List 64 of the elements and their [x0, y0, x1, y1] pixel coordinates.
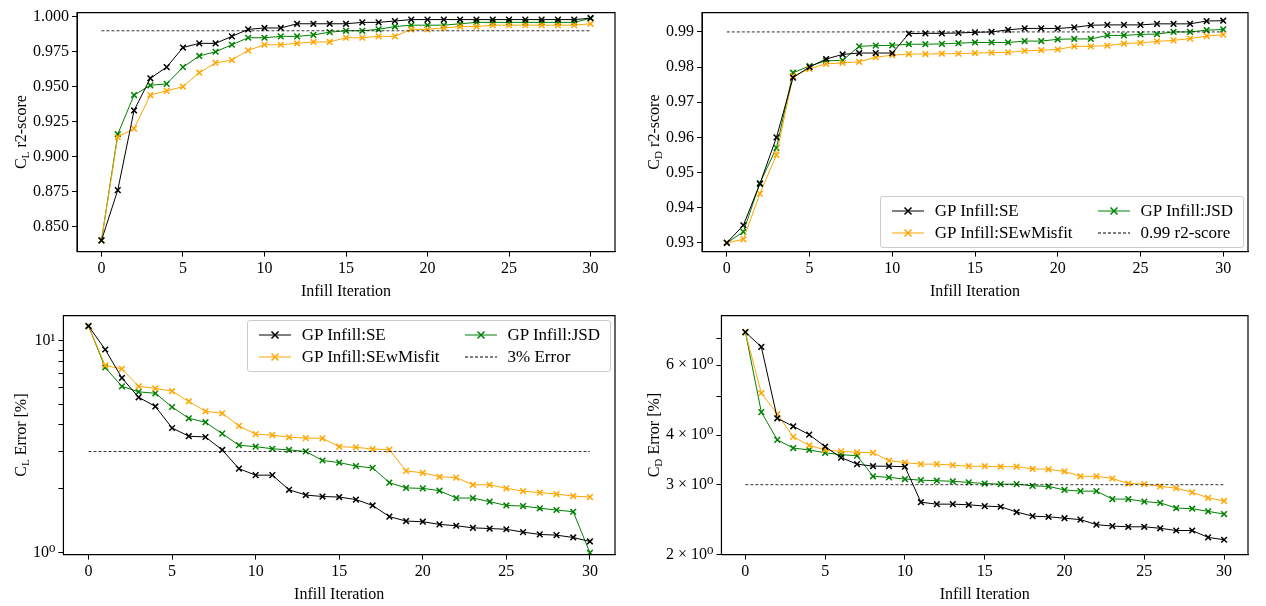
legend-label: GP Infill:SEwMisfit: [934, 222, 1073, 243]
legend-label: GP Infill:SE: [934, 200, 1019, 221]
y-tick-label: 0.98: [666, 57, 694, 75]
x-tick-label: 25: [498, 562, 515, 580]
x-tick-label: 0: [97, 259, 106, 277]
x-tick-label: 10: [884, 259, 901, 277]
legend-label: GP Infill:SE: [301, 324, 386, 345]
x-axis-title: Infill Iteration: [300, 281, 392, 299]
x-tick-label: 25: [501, 259, 518, 277]
legend-label: 3% Error: [507, 346, 571, 367]
x-tick-label: 0: [741, 562, 750, 580]
x-tick-label: 10: [256, 259, 273, 277]
x-tick-label: 20: [419, 259, 436, 277]
x-tick-label: 10: [247, 562, 264, 580]
legend-label: 0.99 r2-score: [1140, 222, 1231, 243]
y-tick-label: 0.95: [666, 162, 694, 180]
y-tick-label: 3 × 10⁰: [666, 474, 714, 492]
y-tick-label: 0.975: [33, 41, 69, 59]
y-tick-label: 10⁰: [32, 542, 56, 560]
legend-label: GP Infill:SEwMisfit: [301, 346, 440, 367]
y-tick-label: 0.99: [666, 22, 694, 40]
y-tick-label: 10¹: [34, 330, 56, 348]
y-tick-label: 0.93: [666, 233, 694, 251]
y-axis-title: CD r2-score: [645, 94, 664, 170]
y-tick-label: 2 × 10⁰: [666, 544, 714, 562]
y-axis-title: CL Error [%]: [12, 393, 31, 477]
x-tick-label: 0: [722, 259, 731, 277]
x-axis-title: Infill Iteration: [929, 281, 1021, 299]
x-tick-label: 0: [84, 562, 93, 580]
x-tick-label: 20: [414, 562, 431, 580]
x-tick-label: 30: [582, 259, 599, 277]
x-tick-label: 20: [1056, 562, 1073, 580]
y-tick-label: 0.900: [33, 146, 69, 164]
x-axis-title: Infill Iteration: [939, 584, 1030, 602]
x-tick-label: 30: [1215, 259, 1232, 277]
x-tick-label: 15: [976, 562, 993, 580]
y-tick-label: 0.850: [33, 216, 69, 234]
legend-label: GP Infill:JSD: [1140, 200, 1233, 221]
y-tick-label: 0.94: [666, 197, 694, 215]
x-tick-label: 5: [805, 259, 814, 277]
y-tick-label: 0.950: [33, 76, 69, 94]
x-tick-label: 10: [896, 562, 913, 580]
x-tick-label: 15: [338, 259, 354, 277]
y-tick-label: 0.96: [666, 127, 694, 145]
y-tick-label: 1.000: [33, 7, 69, 24]
x-tick-label: 30: [1216, 562, 1233, 580]
x-axis-title: Infill Iteration: [294, 584, 385, 602]
y-tick-label: 0.97: [666, 92, 694, 110]
legend-label: GP Infill:JSD: [507, 324, 600, 345]
y-tick-label: 4 × 10⁰: [666, 425, 714, 443]
y-axis-title: CL r2-score: [12, 95, 31, 170]
x-tick-label: 5: [178, 259, 187, 277]
x-tick-label: 25: [1136, 562, 1153, 580]
y-tick-label: 0.925: [33, 111, 69, 129]
x-tick-label: 20: [1049, 259, 1066, 277]
y-tick-label: 6 × 10⁰: [666, 355, 714, 373]
x-tick-label: 5: [821, 562, 830, 580]
x-tick-label: 15: [331, 562, 348, 580]
x-tick-label: 15: [967, 259, 983, 277]
x-tick-label: 5: [168, 562, 177, 580]
y-axis-title: CD Error [%]: [645, 392, 664, 478]
x-tick-label: 30: [581, 562, 598, 580]
y-tick-label: 0.875: [33, 181, 69, 199]
x-tick-label: 25: [1132, 259, 1149, 277]
